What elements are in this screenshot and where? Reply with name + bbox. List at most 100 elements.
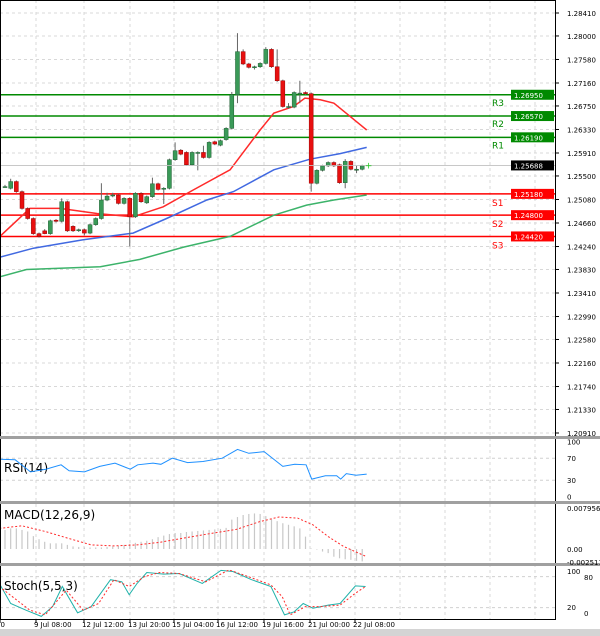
macd-panel[interactable]: MACD(12,26,9) [0, 508, 367, 562]
candle-body-bear [127, 198, 132, 218]
candle [269, 48, 274, 68]
candle-body-bull [167, 159, 172, 189]
candle-body-bull [121, 198, 127, 204]
candle-body-bull [235, 51, 240, 96]
candle-body-bear [246, 63, 252, 68]
candle [240, 49, 246, 66]
candle [223, 127, 229, 141]
candle-body-bear [116, 194, 121, 204]
stoch-panel[interactable]: Stoch(5,5,3) [0, 569, 366, 617]
x-tick-label: 00 [0, 621, 5, 629]
current-price-value: 1.25688 [514, 162, 543, 170]
candle [308, 92, 314, 192]
stoch-tick-label: 100 [567, 568, 580, 576]
level-label: R2 [492, 120, 504, 130]
panel-separator [0, 501, 600, 504]
candle-body-bull [161, 188, 167, 190]
candle-body-bear [138, 193, 144, 202]
y-tick-label: 1.26750 [567, 103, 596, 111]
candle-body-bear [65, 201, 70, 232]
y-tick-label: 1.26330 [567, 126, 596, 134]
price-tag-value: 1.26190 [514, 134, 543, 142]
candle [218, 139, 223, 147]
price-panel[interactable]: R3 R2 R1 S1 S2 S3 + [0, 33, 555, 278]
candle [297, 80, 303, 104]
candle [167, 158, 172, 190]
candle-body-bear [308, 93, 314, 184]
moving-average-mid [0, 146, 367, 258]
rsi-line [0, 448, 367, 480]
candle-body-bear [36, 233, 42, 237]
candle [121, 197, 127, 205]
level-label: S3 [492, 241, 503, 251]
x-tick-label: 9 Jul 08:00 [34, 621, 72, 629]
y-tick-label: 1.25910 [567, 150, 596, 158]
x-tick-label: 19 Jul 16:00 [262, 621, 304, 629]
y-tick-label: 1.28410 [567, 10, 596, 18]
candle-body-bull [314, 170, 320, 184]
candle [42, 229, 47, 235]
candle [206, 141, 212, 159]
y-tick-label: 1.24660 [567, 220, 596, 228]
candle [189, 151, 195, 166]
level-label: S2 [492, 220, 503, 230]
candle-body-bull [2, 186, 8, 188]
candle-body-bull [257, 63, 263, 68]
y-tick-label: 1.22580 [567, 336, 596, 344]
candle [303, 91, 308, 95]
candle [263, 47, 269, 65]
candle-body-bull [93, 218, 98, 225]
x-tick-label: 15 Jul 04:00 [172, 621, 214, 629]
panel-separator [0, 563, 600, 566]
candle-body-bear [331, 162, 337, 167]
y-tick-label: 1.22990 [567, 314, 596, 322]
candle [155, 182, 161, 191]
candle [116, 193, 121, 205]
current-price-tag [511, 160, 554, 171]
candle-body-bull [325, 162, 331, 167]
stoch-tick-label: 0 [584, 610, 588, 618]
candle-body-bear [155, 183, 161, 190]
macd-tick-label: -0.002511 [567, 559, 600, 567]
candle [172, 142, 178, 161]
moving-average-fast [0, 97, 368, 237]
candle [25, 207, 30, 220]
candle [36, 232, 42, 238]
candle [161, 187, 167, 204]
stoch-main-line [0, 569, 366, 617]
candle [138, 192, 144, 203]
candle [320, 164, 325, 172]
candle-body-bull [218, 140, 223, 146]
candle [127, 197, 132, 247]
y-tick-label: 1.21740 [567, 384, 596, 392]
y-tick-label: 1.20910 [567, 430, 596, 438]
candle [354, 165, 359, 174]
candle [286, 103, 291, 109]
candle [19, 190, 25, 210]
candle [280, 79, 286, 108]
candle [150, 177, 155, 198]
stoch-tick-label: 20 [567, 604, 576, 612]
candle-body-bull [172, 150, 178, 160]
candle-body-bear [53, 219, 59, 222]
price-tag [511, 89, 554, 100]
stoch-signal-line [0, 569, 366, 616]
candle-body-bull [104, 195, 110, 201]
candle [76, 228, 81, 232]
candle [246, 62, 252, 69]
x-tick-label: 16 Jul 12:00 [216, 621, 258, 629]
candle-body-bull [359, 165, 365, 170]
rsi-panel[interactable]: RSI(14) [0, 448, 367, 480]
rsi-tick-label: 0 [567, 494, 571, 502]
candle [65, 200, 70, 232]
candle [274, 49, 280, 82]
x-tick-label: 13 Jul 20:00 [128, 621, 170, 629]
candle [291, 91, 297, 109]
macd-title: MACD(12,26,9) [4, 508, 95, 522]
candle-body-bear [240, 51, 246, 65]
candle [87, 223, 93, 235]
candle-body-bull [150, 183, 155, 197]
candle-body-bear [70, 226, 76, 232]
candle-body-bull [286, 106, 291, 108]
